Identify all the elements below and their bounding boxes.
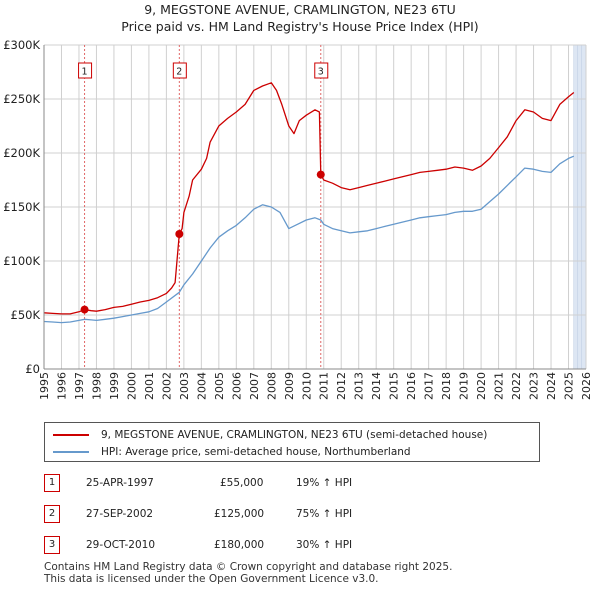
x-tick-label: 2010	[300, 372, 313, 400]
x-tick-label: 2000	[125, 372, 138, 400]
table-row: 2 27-SEP-2002 £125,000 75% ↑ HPI	[44, 505, 384, 525]
x-tick-label: 2002	[160, 372, 173, 400]
sale-date: 29-OCT-2010	[86, 539, 155, 551]
x-tick-label: 2021	[493, 372, 506, 400]
sale-price: £55,000	[220, 477, 264, 489]
x-tick-label: 2004	[195, 372, 208, 400]
legend-item-hpi: HPI: Average price, semi-detached house,…	[53, 444, 411, 460]
sale-number-badge: 1	[44, 474, 60, 492]
chart-legend: 9, MEGSTONE AVENUE, CRAMLINGTON, NE23 6T…	[44, 422, 540, 462]
table-row: 3 29-OCT-2010 £180,000 30% ↑ HPI	[44, 536, 384, 556]
legend-swatch-price	[53, 434, 89, 436]
x-tick-label: 2005	[213, 372, 226, 400]
sale-point	[316, 170, 325, 179]
legend-item-price: 9, MEGSTONE AVENUE, CRAMLINGTON, NE23 6T…	[53, 427, 487, 443]
y-tick-label: £250K	[3, 92, 40, 106]
x-tick-label: 2001	[143, 372, 156, 400]
x-tick-label: 2023	[528, 372, 541, 400]
sale-label: 2	[176, 67, 182, 78]
x-tick-label: 2006	[230, 372, 243, 400]
sale-label-box	[78, 62, 93, 79]
x-tick-label: 2020	[475, 372, 488, 400]
sale-date: 25-APR-1997	[86, 477, 154, 489]
footer-copyright: Contains HM Land Registry data © Crown c…	[44, 561, 453, 573]
chart-title-address: 9, MEGSTONE AVENUE, CRAMLINGTON, NE23 6T…	[144, 2, 456, 17]
x-tick-label: 1998	[90, 372, 103, 400]
table-row: 1 25-APR-1997 £55,000 19% ↑ HPI	[44, 474, 384, 494]
x-tick-label: 2018	[440, 372, 453, 400]
x-tick-label: 1999	[108, 372, 121, 400]
sale-label-box	[314, 62, 329, 79]
x-tick-label: 2013	[353, 372, 366, 400]
x-tick-label: 2017	[423, 372, 436, 400]
x-tick-label: 2008	[265, 372, 278, 400]
x-tick-label: 1997	[73, 372, 86, 400]
y-tick-label: £200K	[3, 146, 40, 160]
footer-licence: This data is licensed under the Open Gov…	[44, 573, 379, 585]
y-tick-label: £0	[25, 362, 40, 376]
sale-point	[175, 230, 184, 238]
x-tick-label: 2014	[370, 372, 383, 400]
legend-label-price: 9, MEGSTONE AVENUE, CRAMLINGTON, NE23 6T…	[101, 429, 488, 441]
x-tick-label: 1995	[38, 372, 51, 400]
legend-label-hpi: HPI: Average price, semi-detached house,…	[101, 446, 411, 458]
sale-hpi-diff: 30% ↑ HPI	[296, 539, 353, 551]
sale-number-badge: 2	[44, 505, 60, 523]
sale-price: £125,000	[214, 508, 265, 520]
footer-attribution: Contains HM Land Registry data © Crown c…	[44, 561, 452, 585]
price-paid-line	[43, 82, 575, 315]
x-tick-label: 2022	[510, 372, 523, 400]
sale-date: 27-SEP-2002	[86, 508, 154, 520]
hpi-line	[43, 155, 575, 324]
x-tick-label: 2016	[405, 372, 418, 400]
sale-label-box	[172, 62, 187, 79]
sale-number-badge: 3	[44, 536, 60, 554]
sale-price: £180,000	[214, 539, 265, 551]
y-tick-label: £150K	[3, 200, 40, 214]
x-tick-label: 2011	[318, 372, 331, 400]
x-tick-label: 2009	[283, 372, 296, 400]
sale-point	[80, 305, 89, 314]
x-tick-label: 2012	[335, 372, 348, 400]
x-tick-label: 2003	[178, 372, 191, 400]
x-tick-label: 1996	[55, 372, 68, 400]
legend-swatch-hpi	[53, 451, 89, 453]
sale-hpi-diff: 75% ↑ HPI	[296, 508, 353, 520]
sale-hpi-diff: 19% ↑ HPI	[296, 477, 353, 489]
x-tick-label: 2024	[545, 372, 558, 400]
y-tick-label: £50K	[11, 308, 41, 322]
x-tick-label: 2019	[458, 372, 471, 400]
sale-label: 3	[318, 67, 324, 78]
chart-subtitle: Price paid vs. HM Land Registry's House …	[121, 19, 479, 34]
y-tick-label: £300K	[3, 38, 40, 52]
x-tick-label: 2015	[388, 372, 401, 400]
sale-label: 1	[82, 67, 88, 78]
x-tick-label: 2025	[563, 372, 576, 400]
x-tick-label: 2026	[580, 372, 593, 400]
price-chart: 1 2 3 £0 £50K £100K £150K £200K £250K £300K 1995 1…	[3, 38, 593, 400]
x-tick-label: 2007	[248, 372, 261, 400]
y-tick-label: £100K	[3, 254, 40, 268]
